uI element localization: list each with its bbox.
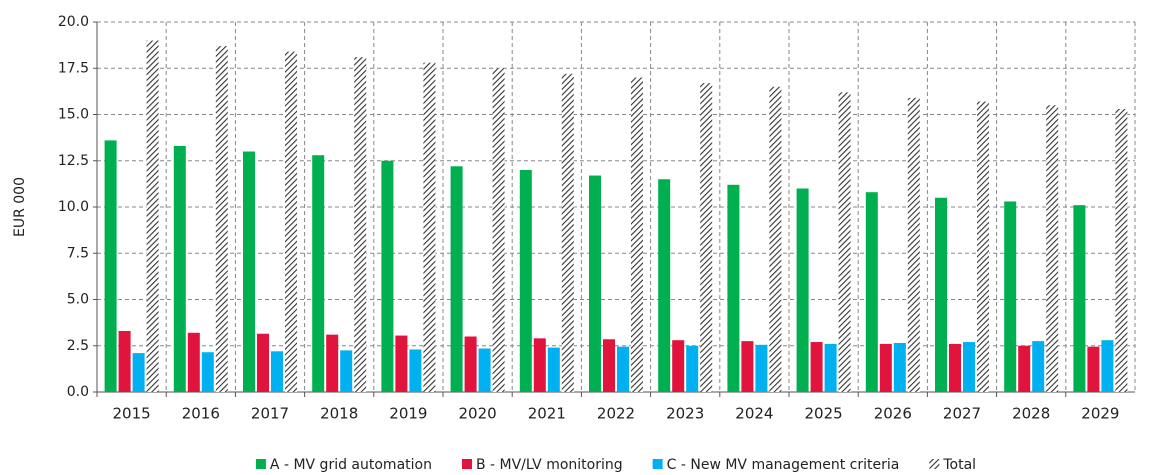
x-tick-label: 2023 xyxy=(666,405,704,423)
bar xyxy=(755,344,768,392)
bar xyxy=(464,336,477,392)
y-tick-label: 5.0 xyxy=(67,292,89,308)
bar xyxy=(173,145,186,392)
bar xyxy=(1018,345,1031,392)
bar xyxy=(769,86,782,392)
x-tick-label: 2026 xyxy=(874,405,912,423)
legend-swatch xyxy=(461,459,472,469)
bar xyxy=(450,166,463,392)
y-tick-label: 7.5 xyxy=(67,245,89,261)
bar xyxy=(1087,346,1100,392)
x-tick-label: 2025 xyxy=(805,405,843,423)
bar xyxy=(1046,105,1059,392)
bar xyxy=(1032,341,1045,392)
bar xyxy=(963,342,975,392)
bar xyxy=(935,197,947,392)
bar xyxy=(395,335,408,392)
bar xyxy=(243,151,255,392)
bar xyxy=(741,341,754,392)
y-tick-label: 12.5 xyxy=(58,153,89,169)
bar xyxy=(977,101,989,393)
bar xyxy=(132,353,145,392)
bar xyxy=(146,40,159,392)
legend-label: C - New MV management criteria xyxy=(667,457,900,473)
bar xyxy=(533,338,546,392)
y-tick-label: 20.0 xyxy=(58,14,89,30)
legend-label: Total xyxy=(942,457,976,473)
bar xyxy=(340,350,353,392)
y-tick-label: 0.0 xyxy=(67,384,89,400)
bar xyxy=(312,155,325,392)
y-axis-label: EUR 000 xyxy=(12,177,28,237)
bar xyxy=(492,68,505,392)
bar xyxy=(104,140,117,392)
bar xyxy=(423,62,436,392)
bar xyxy=(409,349,422,392)
bar xyxy=(271,351,283,392)
bar xyxy=(907,97,920,392)
bar xyxy=(893,342,906,392)
x-tick-label: 2027 xyxy=(943,405,981,423)
bar xyxy=(658,179,671,392)
y-tick-label: 10.0 xyxy=(58,199,89,215)
bar xyxy=(949,343,961,392)
bar xyxy=(478,348,491,392)
bar xyxy=(1073,205,1086,392)
legend-label: A - MV grid automation xyxy=(270,457,432,473)
x-tick-label: 2029 xyxy=(1081,405,1119,423)
x-tick-label: 2018 xyxy=(320,405,358,423)
bar xyxy=(631,77,643,392)
bar xyxy=(686,345,699,392)
x-tick-label: 2022 xyxy=(597,405,635,423)
legend-swatch xyxy=(929,459,940,469)
legend-swatch xyxy=(255,459,266,469)
bar xyxy=(796,188,809,392)
bar xyxy=(326,334,339,392)
x-tick-label: 2019 xyxy=(389,405,427,423)
bar xyxy=(700,83,713,393)
bar xyxy=(617,346,629,392)
bar xyxy=(561,73,574,393)
bar xyxy=(589,175,601,392)
bar xyxy=(865,192,878,392)
bar xyxy=(201,352,214,392)
bar xyxy=(824,343,837,392)
bar xyxy=(519,170,532,392)
x-tick-label: 2016 xyxy=(182,405,220,423)
bar xyxy=(118,330,131,392)
x-tick-label: 2017 xyxy=(251,405,289,423)
bar xyxy=(1101,340,1114,392)
bar xyxy=(727,184,740,392)
bar xyxy=(257,333,269,392)
bar xyxy=(672,340,685,392)
bar xyxy=(1115,108,1128,392)
legend-label: B - MV/LV monitoring xyxy=(476,457,623,473)
legend-swatch xyxy=(652,459,663,469)
y-tick-label: 15.0 xyxy=(58,107,89,123)
bar xyxy=(354,57,367,393)
x-tick-label: 2020 xyxy=(459,405,497,423)
x-tick-label: 2028 xyxy=(1012,405,1050,423)
bar xyxy=(603,339,615,392)
x-tick-label: 2015 xyxy=(113,405,151,423)
bar xyxy=(547,347,560,392)
bar xyxy=(285,51,297,392)
bar xyxy=(187,332,200,392)
y-tick-label: 2.5 xyxy=(67,338,89,354)
x-tick-label: 2021 xyxy=(528,405,566,423)
bar xyxy=(215,46,228,393)
y-tick-label: 17.5 xyxy=(58,60,89,76)
x-tick-label: 2024 xyxy=(735,405,773,423)
bar xyxy=(838,92,851,393)
bar xyxy=(1004,201,1017,392)
bar xyxy=(879,343,892,392)
bar xyxy=(381,160,394,392)
bar xyxy=(810,342,823,392)
